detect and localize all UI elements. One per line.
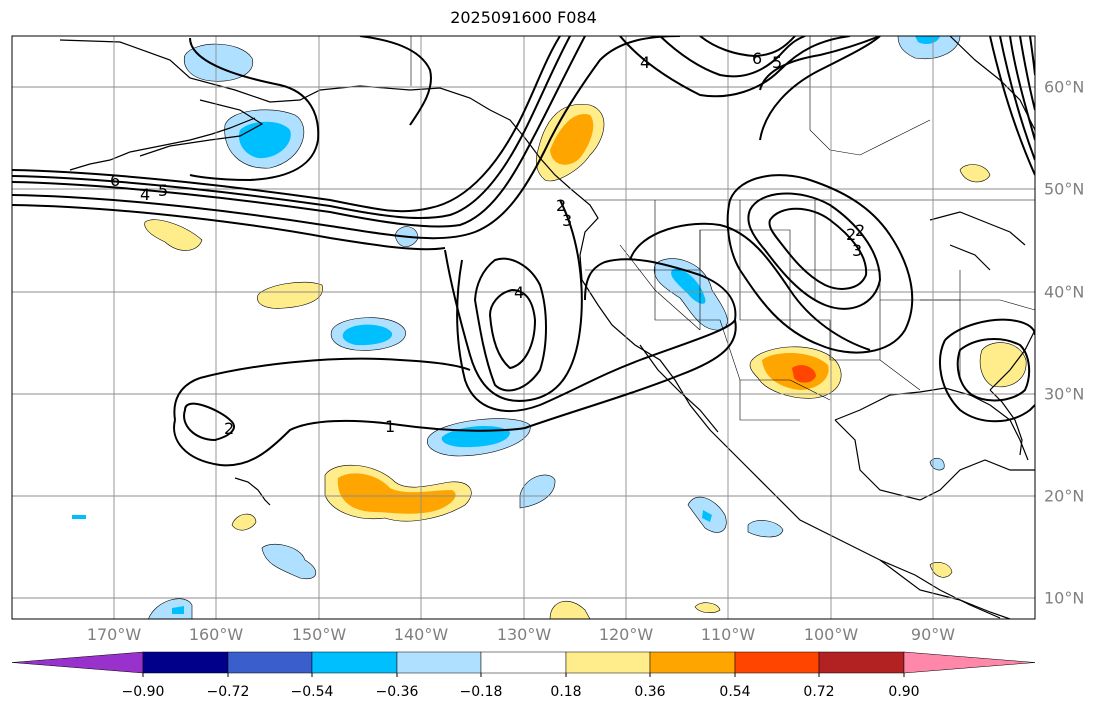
positive-anomaly-core (550, 114, 594, 165)
contour-label: 2 (855, 221, 865, 240)
contour-label: 4 (140, 185, 150, 204)
anomaly-fill-layer (72, 36, 1027, 619)
positive-anomaly-area (144, 219, 203, 251)
contour-label: 6 (752, 49, 762, 68)
lat-label: 60°N (1044, 77, 1085, 97)
contour-labels: 6 4 5 2 3 4 1 2 4 6 5 2 3 2 (110, 49, 865, 438)
negative-anomaly-core (342, 324, 393, 346)
lon-label: 160°W (188, 625, 244, 644)
contour-label: 5 (158, 181, 168, 200)
negative-anomaly-area (261, 544, 316, 580)
colorbar-tick-label: 0.54 (719, 684, 751, 700)
positive-anomaly-peak (792, 365, 816, 383)
lon-label: 90°W (910, 625, 956, 644)
contour-label: 2 (846, 225, 856, 244)
negative-anomaly-area (184, 43, 254, 82)
colorbar-tick-label: −0.90 (121, 684, 165, 700)
contour-label: 2 (224, 419, 234, 438)
negative-anomaly-core (915, 36, 940, 44)
colorbar-tick-label: −0.18 (459, 684, 503, 700)
lat-label: 20°N (1044, 486, 1085, 506)
positive-anomaly-area (231, 513, 257, 531)
contour-label: 4 (640, 53, 650, 72)
positive-anomaly-area (929, 562, 953, 578)
colorbar-tick-label: 0.18 (550, 684, 582, 700)
colorbar-tick-label: 0.72 (803, 684, 835, 700)
positive-anomaly-area (694, 602, 721, 613)
coastlines (59, 36, 1035, 619)
contour-label: 2 (556, 196, 566, 215)
map-frame (11, 35, 1036, 620)
lon-label: 110°W (700, 625, 756, 644)
positive-anomaly-core (337, 473, 456, 514)
positive-anomaly-area (979, 342, 1027, 388)
lat-label: 40°N (1044, 282, 1085, 302)
contour-lines (12, 36, 1035, 467)
lon-label: 120°W (598, 625, 654, 644)
lon-label: 170°W (86, 625, 142, 644)
contour-label: 3 (562, 211, 572, 230)
map-title: 2025091600 F084 (450, 8, 597, 27)
colorbar-tick-label: −0.54 (290, 684, 334, 700)
colorbar-tick-label: 0.36 (634, 684, 666, 700)
positive-anomaly-area (959, 164, 991, 183)
lon-label: 100°W (803, 625, 859, 644)
contour-label: 1 (385, 417, 395, 436)
colorbar-tick-label: 0.90 (888, 684, 920, 700)
negative-anomaly-core (238, 121, 291, 159)
contour-label: 4 (514, 283, 524, 302)
contour-label: 3 (852, 241, 862, 260)
contour-label: 5 (772, 53, 782, 72)
lon-label: 130°W (496, 625, 552, 644)
negative-anomaly-area (747, 520, 784, 538)
positive-anomaly-area (257, 281, 323, 309)
state-borders (410, 36, 1035, 421)
colorbar-tick-label: −0.72 (206, 684, 250, 700)
positive-anomaly-area (549, 600, 591, 619)
contour-label: 6 (110, 171, 120, 190)
lon-label: 140°W (393, 625, 449, 644)
negative-anomaly-core (172, 606, 184, 614)
negative-anomaly-area (519, 474, 556, 509)
lat-label: 50°N (1044, 179, 1085, 199)
negative-anomaly-area (72, 515, 86, 519)
colorbar-tick-label: −0.36 (375, 684, 419, 700)
lat-label: 30°N (1044, 384, 1085, 404)
negative-anomaly-core (702, 510, 712, 522)
lat-label: 10°N (1044, 588, 1085, 608)
lon-label: 150°W (291, 625, 347, 644)
negative-anomaly-core (671, 269, 706, 304)
